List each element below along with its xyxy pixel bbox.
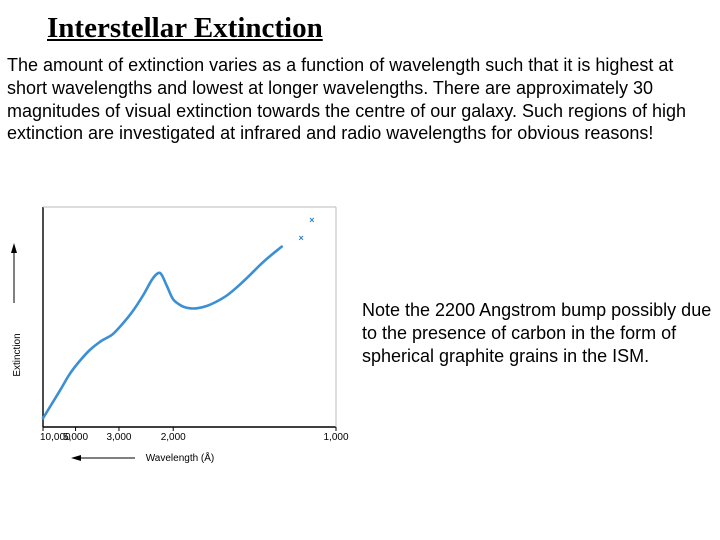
x-tick-label: 10,000 (40, 432, 71, 443)
bump-note: Note the 2200 Angstrom bump possibly due… (362, 300, 712, 366)
x-tick-label: 1,000 (323, 432, 348, 443)
x-tick-label: 2,000 (161, 432, 186, 443)
data-point-x-marker: × (309, 215, 314, 225)
chart-series: ×× (41, 215, 315, 420)
x-arrow-head (71, 455, 81, 461)
chart-axes (11, 206, 337, 461)
x-axis-label: Wavelength (Å) (146, 451, 215, 464)
intro-paragraph: The amount of extinction varies as a fun… (7, 55, 687, 144)
x-tick-label: 3,000 (106, 432, 131, 443)
y-arrow-head (11, 243, 17, 253)
data-point-x-marker: × (298, 233, 303, 243)
y-axis-label: Extinction (12, 333, 23, 376)
page-title: Interstellar Extinction (47, 12, 323, 44)
x-tick-label: 5,000 (63, 432, 88, 443)
extinction-curve (41, 245, 283, 420)
